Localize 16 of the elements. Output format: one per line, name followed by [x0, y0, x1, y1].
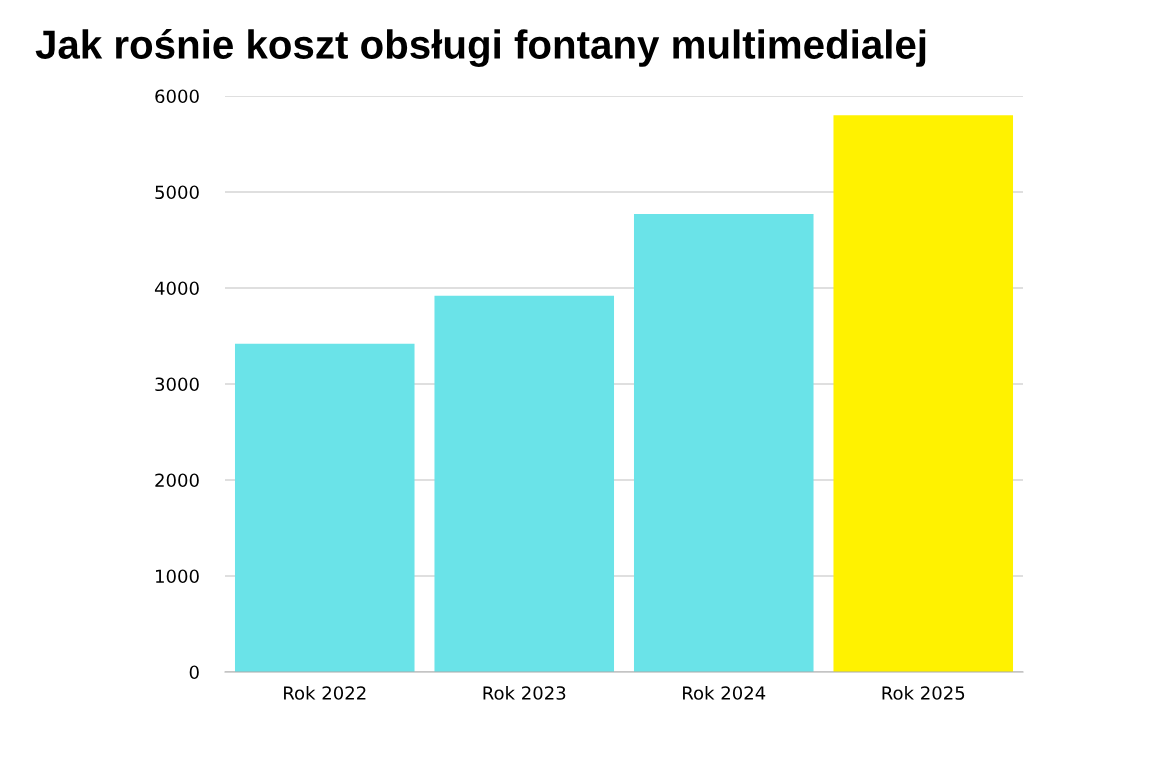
- x-tick-label: Rok 2022: [284, 685, 366, 700]
- y-tick-label: 5000: [155, 185, 199, 200]
- y-tick-label: 3000: [155, 377, 199, 392]
- bar: [633, 214, 814, 672]
- x-tick-label: Rok 2023: [483, 685, 566, 700]
- bar: [234, 343, 415, 672]
- x-tick-label: Rok 2024: [683, 685, 766, 700]
- y-tick-label: 4000: [154, 281, 199, 296]
- bar: [434, 295, 615, 672]
- x-tick-label: Rok 2025: [882, 685, 965, 700]
- y-tick-label: 6000: [155, 89, 199, 104]
- y-tick-label: 1000: [156, 569, 199, 584]
- bar: [833, 115, 1014, 672]
- y-tick-label: 2000: [155, 473, 199, 488]
- chart-title: Jak rośnie koszt obsługi fontany multimedialej: [35, 28, 926, 68]
- y-tick-label: 0: [189, 665, 199, 680]
